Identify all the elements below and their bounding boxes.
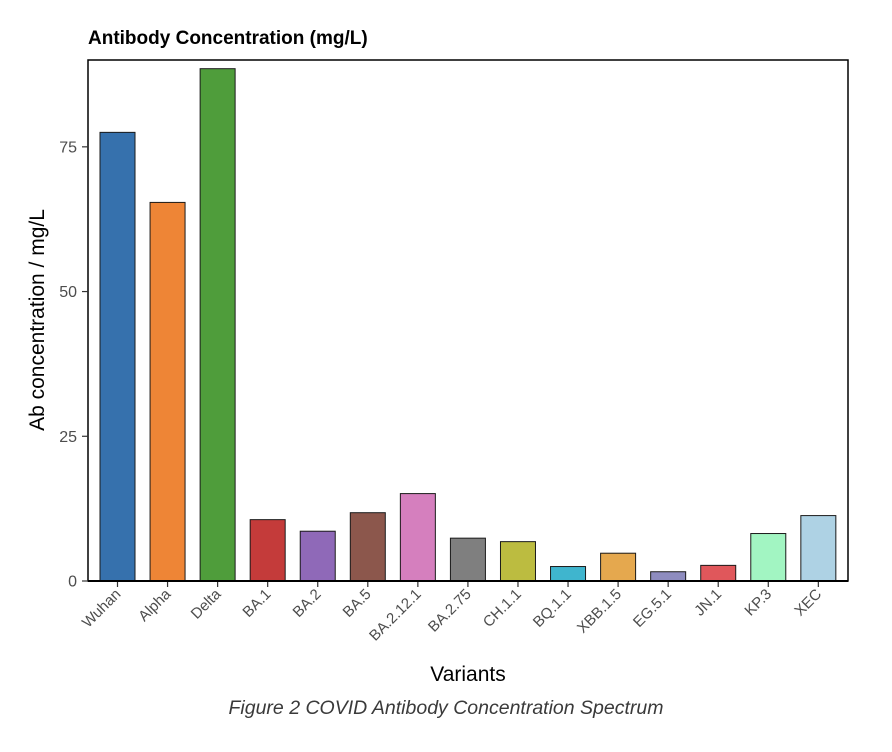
bar-ch-1-1 bbox=[499, 541, 536, 582]
bar-eg-5-1 bbox=[650, 571, 687, 582]
bar-jn-1 bbox=[700, 564, 737, 582]
x-tick-label: BA.1 bbox=[239, 586, 274, 621]
bars bbox=[99, 68, 837, 582]
x-tick-label: BA.5 bbox=[340, 586, 375, 621]
bar-ba-5 bbox=[349, 512, 386, 582]
y-axis: 0 25 50 75 bbox=[59, 139, 88, 591]
x-tick-label: KP.3 bbox=[741, 586, 775, 620]
x-axis: Wuhan Alpha Delta BA.1 BA.2 BA.5BA.2.12.1 BA.2… bbox=[79, 581, 825, 644]
x-tick-label: XBB.1.5 bbox=[574, 586, 625, 637]
x-tick-label: EG.5.1 bbox=[630, 586, 675, 631]
x-tick-label: CH.1.1 bbox=[480, 586, 525, 631]
y-tick-label: 50 bbox=[59, 284, 77, 301]
bar-bq-1-1 bbox=[550, 566, 587, 582]
bar-kp-3 bbox=[750, 533, 787, 582]
bar-ba-1 bbox=[249, 519, 286, 582]
x-tick-label: Wuhan bbox=[79, 586, 124, 631]
x-tick-label: BA.2 bbox=[290, 586, 325, 621]
bar-ba-2-12-1 bbox=[399, 493, 436, 582]
chart-title: Antibody Concentration (mg/L) bbox=[88, 28, 368, 49]
x-tick-label: Delta bbox=[188, 585, 225, 622]
x-tick-label: BA.2.12.1 bbox=[366, 586, 425, 645]
y-axis-label: Ab concentration / mg/L bbox=[26, 209, 49, 431]
x-tick-label: BA.2.75 bbox=[425, 586, 475, 636]
figure-caption: Figure 2 COVID Antibody Concentration Sp… bbox=[228, 697, 664, 719]
x-axis-label: Variants bbox=[430, 663, 505, 686]
bar-xbb-1-5 bbox=[600, 552, 637, 582]
bar-xec bbox=[800, 515, 837, 582]
bar-alpha bbox=[149, 201, 186, 582]
x-tick-label: Alpha bbox=[135, 585, 175, 625]
y-tick-label: 75 bbox=[59, 139, 77, 156]
bar-ba-2-75 bbox=[449, 537, 486, 582]
bar-delta bbox=[199, 68, 236, 582]
x-tick-label: JN.1 bbox=[691, 586, 725, 620]
x-tick-label: XEC bbox=[791, 586, 825, 620]
y-tick-label: 25 bbox=[59, 429, 77, 446]
x-tick-label: BQ.1.1 bbox=[530, 586, 575, 631]
bar-wuhan bbox=[99, 131, 136, 582]
bar-chart: Antibody Concentration (mg/L) 0 25 50 75 Wu… bbox=[26, 28, 849, 686]
y-tick-label: 0 bbox=[68, 574, 77, 591]
bar-ba-2 bbox=[299, 530, 336, 582]
